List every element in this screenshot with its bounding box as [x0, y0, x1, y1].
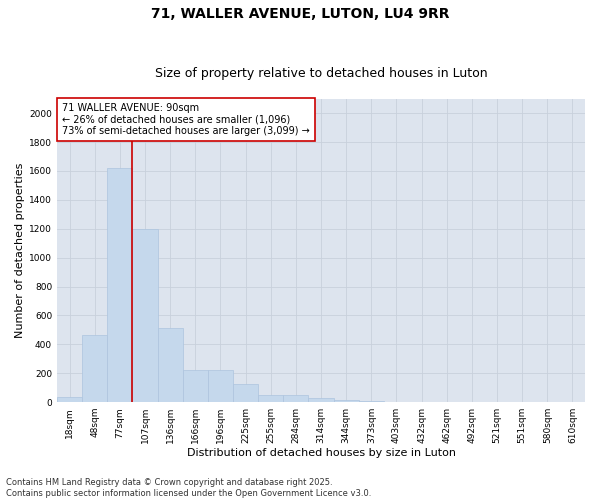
Bar: [308, 398, 334, 402]
Bar: [334, 400, 359, 402]
Bar: [107, 168, 133, 402]
Bar: [183, 370, 208, 402]
Bar: [158, 328, 183, 402]
Bar: [233, 384, 258, 402]
Text: 71 WALLER AVENUE: 90sqm
← 26% of detached houses are smaller (1,096)
73% of semi: 71 WALLER AVENUE: 90sqm ← 26% of detache…: [62, 104, 310, 136]
X-axis label: Distribution of detached houses by size in Luton: Distribution of detached houses by size …: [187, 448, 455, 458]
Title: Size of property relative to detached houses in Luton: Size of property relative to detached ho…: [155, 66, 487, 80]
Y-axis label: Number of detached properties: Number of detached properties: [15, 162, 25, 338]
Text: 71, WALLER AVENUE, LUTON, LU4 9RR: 71, WALLER AVENUE, LUTON, LU4 9RR: [151, 8, 449, 22]
Bar: [208, 370, 233, 402]
Bar: [82, 335, 107, 402]
Bar: [133, 228, 158, 402]
Bar: [258, 395, 283, 402]
Bar: [57, 397, 82, 402]
Bar: [359, 400, 384, 402]
Text: Contains HM Land Registry data © Crown copyright and database right 2025.
Contai: Contains HM Land Registry data © Crown c…: [6, 478, 371, 498]
Bar: [283, 395, 308, 402]
